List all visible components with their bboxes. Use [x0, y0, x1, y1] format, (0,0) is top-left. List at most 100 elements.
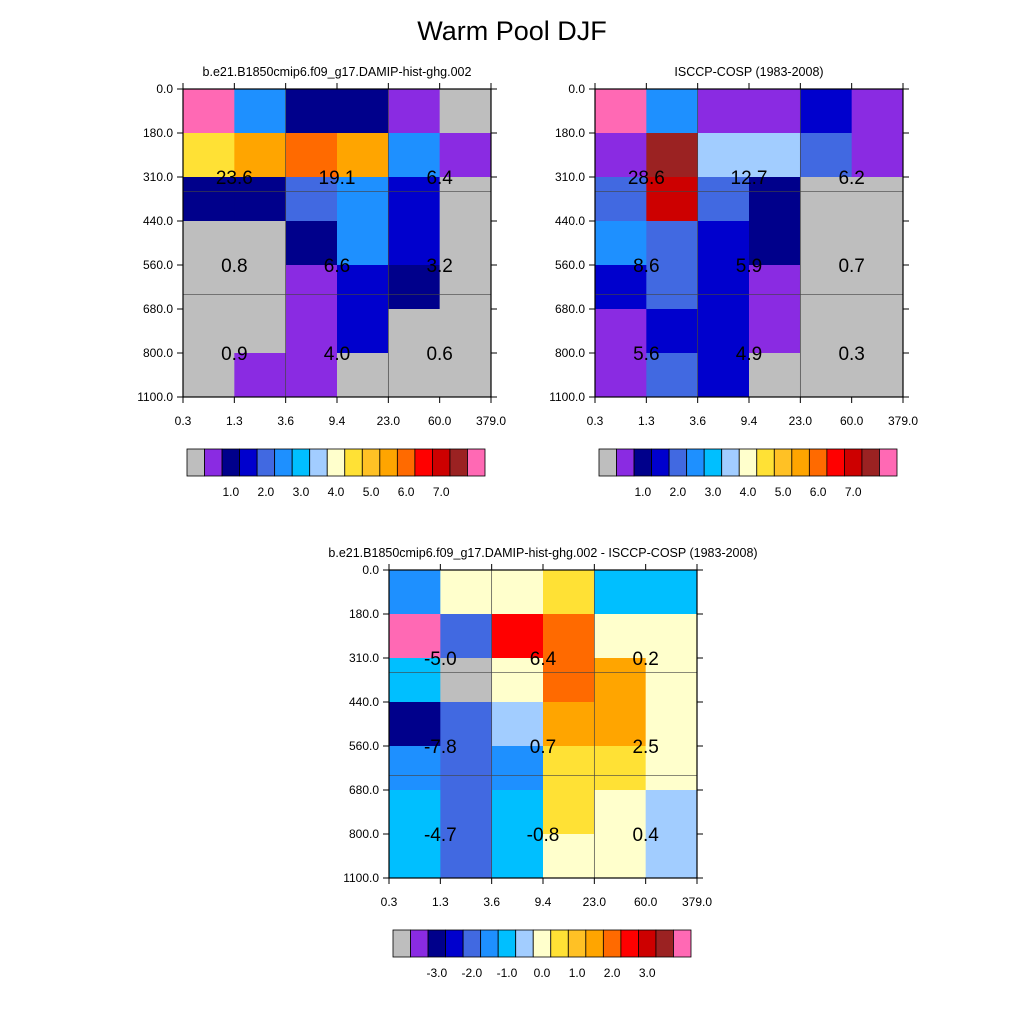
colorbar-swatch: [721, 448, 740, 477]
colorbar-label: 4.0: [740, 485, 757, 499]
colorbar-swatch: [655, 929, 674, 958]
colorbar-swatch: [361, 448, 381, 477]
y-tick-label: 560.0: [555, 258, 585, 272]
x-tick-label: 3.6: [483, 895, 500, 909]
x-tick-label: 9.4: [535, 895, 552, 909]
cell-value-label: 0.3: [838, 344, 864, 365]
heatmap-cell: [440, 834, 493, 879]
panel-title: b.e21.B1850cmip6.f09_g17.DAMIP-hist-ghg.…: [203, 65, 472, 79]
heatmap-cell: [800, 133, 853, 178]
heatmap-cell: [389, 790, 441, 835]
heatmap-cell: [595, 89, 647, 134]
heatmap-cell: [439, 265, 492, 310]
cell-value-label: -4.7: [424, 825, 457, 846]
cell-value-label: 0.4: [632, 825, 659, 846]
y-tick-label: 560.0: [143, 258, 173, 272]
heatmap-cell: [337, 309, 389, 354]
colorbar-swatch: [396, 448, 416, 477]
colorbar-swatch: [291, 448, 311, 477]
y-tick-label: 310.0: [349, 651, 379, 665]
heatmap-cell: [388, 89, 441, 134]
colorbar-label: 2.0: [258, 485, 275, 499]
heatmap-cell: [646, 133, 699, 178]
colorbar-swatch: [414, 448, 433, 477]
colorbar-swatch: [326, 448, 346, 477]
y-tick-label: 680.0: [349, 783, 379, 797]
y-tick-label: 1100.0: [549, 390, 585, 404]
heatmap-cell: [697, 221, 750, 266]
heatmap-cell: [594, 658, 647, 703]
heatmap-cell: [285, 309, 338, 354]
cell-value-label: -5.0: [424, 649, 457, 670]
heatmap-cell: [491, 834, 544, 879]
heatmap-cell: [645, 702, 698, 747]
heatmap-cell: [439, 221, 492, 266]
heatmap-cell: [491, 570, 544, 615]
x-tick-label: 1.3: [226, 414, 243, 428]
colorbar-swatch: [585, 929, 604, 958]
colorbar-label: 2.0: [670, 485, 687, 499]
y-tick-label: 0.0: [362, 563, 379, 577]
heatmap-cell: [440, 570, 493, 615]
heatmap-cell: [646, 221, 699, 266]
colorbar-swatch: [844, 448, 863, 477]
y-tick-label: 440.0: [555, 214, 585, 228]
colorbar-swatch: [686, 448, 705, 477]
heatmap-cell: [337, 177, 389, 222]
cell-value-label: -0.8: [527, 825, 560, 846]
y-tick-label: 560.0: [349, 739, 379, 753]
heatmap-cell: [389, 658, 441, 703]
cell-value-label: 0.7: [838, 256, 864, 277]
colorbar-swatch: [379, 448, 398, 477]
heatmap-cell: [388, 353, 441, 398]
colorbar-swatch: [515, 929, 534, 958]
cell-value-label: 8.6: [633, 256, 659, 277]
heatmap-cell: [851, 177, 904, 222]
heatmap-cell: [388, 309, 441, 354]
figure-title: Warm Pool DJF: [417, 16, 607, 46]
heatmap-cell: [697, 133, 750, 178]
heatmap-cell: [645, 570, 698, 615]
colorbar-swatch: [432, 448, 451, 477]
heatmap-cell: [439, 133, 492, 178]
colorbar-swatch: [808, 448, 828, 477]
colorbar-label: 3.0: [293, 485, 310, 499]
heatmap-cell: [183, 177, 235, 222]
heatmap-cell: [800, 89, 853, 134]
colorbar-swatch: [532, 929, 552, 958]
heatmap-cell: [646, 309, 699, 354]
colorbar-swatch: [239, 448, 258, 477]
colorbar-swatch: [791, 448, 810, 477]
y-tick-label: 0.0: [568, 82, 585, 96]
heatmap-cell: [543, 614, 595, 659]
colorbar-swatch: [826, 448, 845, 477]
heatmap-cell: [234, 309, 287, 354]
x-tick-label: 3.6: [689, 414, 706, 428]
heatmap-cell: [543, 658, 595, 703]
heatmap-cell: [440, 658, 493, 703]
heatmap-cell: [749, 353, 801, 398]
heatmap-cell: [388, 221, 441, 266]
x-tick-label: 379.0: [888, 414, 918, 428]
cell-value-label: 2.5: [632, 737, 658, 758]
x-tick-label: 379.0: [476, 414, 506, 428]
y-tick-label: 180.0: [555, 126, 585, 140]
x-tick-label: 1.3: [432, 895, 449, 909]
y-tick-label: 180.0: [349, 607, 379, 621]
colorbar-swatch: [449, 448, 468, 477]
heatmap-cell: [183, 309, 235, 354]
colorbar-label: 1.0: [634, 485, 651, 499]
y-tick-label: 800.0: [349, 827, 379, 841]
y-tick-label: 800.0: [143, 346, 173, 360]
x-tick-label: 23.0: [377, 414, 401, 428]
heatmap-cell: [595, 221, 647, 266]
cell-value-label: 6.2: [838, 168, 864, 189]
heatmap-cell: [646, 353, 699, 398]
x-tick-label: 60.0: [634, 895, 658, 909]
colorbar-label: 5.0: [363, 485, 380, 499]
panel-title: ISCCP-COSP (1983-2008): [674, 65, 823, 79]
colorbar-label: 5.0: [775, 485, 792, 499]
x-tick-label: 3.6: [277, 414, 294, 428]
colorbar-swatch: [861, 448, 880, 477]
heatmap-cell: [234, 265, 287, 310]
